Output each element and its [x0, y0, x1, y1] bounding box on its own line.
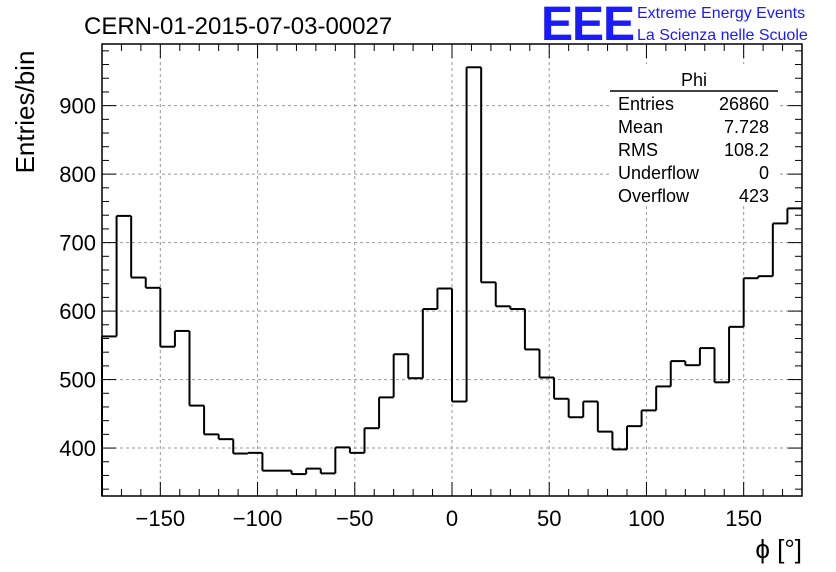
- x-tick-label: −150: [136, 506, 186, 531]
- logo-line-1: Extreme Energy Events: [637, 5, 805, 22]
- logo-line-2: La Scienza nelle Scuole: [637, 27, 808, 44]
- stat-label-rms: RMS: [618, 140, 658, 160]
- stat-label-entries: Entries: [618, 94, 674, 114]
- stat-label-underflow: Underflow: [618, 163, 700, 183]
- y-tick-label: 700: [59, 231, 96, 256]
- histogram: [101, 66, 802, 496]
- stats-box-background: [610, 64, 778, 206]
- logo-mark: EEE: [541, 0, 634, 51]
- x-tick-label: −100: [233, 506, 283, 531]
- chart-title: CERN-01-2015-07-03-00027: [84, 13, 392, 40]
- x-tick-label: −50: [336, 506, 373, 531]
- stat-value-rms: 108.2: [724, 140, 769, 160]
- x-tick-label: 100: [628, 506, 665, 531]
- stat-value-mean: 7.728: [724, 117, 769, 137]
- eee-logo: EEE Extreme Energy Events La Scienza nel…: [541, 0, 808, 51]
- y-tick-label: 400: [59, 436, 96, 461]
- x-tick-label: 0: [446, 506, 458, 531]
- axes: −150 −100 −50 0 50 100 150 400 500 600 700 800 900: [59, 43, 803, 531]
- y-tick-label: 600: [59, 299, 96, 324]
- y-axis-label: Entries/bin: [10, 51, 40, 174]
- stat-value-entries: 26860: [719, 94, 769, 114]
- stats-box: Phi Entries 26860 Mean 7.728 RMS 108.2 U…: [610, 64, 778, 206]
- stats-box-title: Phi: [681, 70, 707, 90]
- y-tick-label: 900: [59, 94, 96, 119]
- plot-frame: [101, 43, 803, 497]
- x-tick-label: 150: [725, 506, 762, 531]
- y-tick-label: 500: [59, 368, 96, 393]
- stat-label-mean: Mean: [618, 117, 663, 137]
- stat-value-overflow: 423: [739, 186, 769, 206]
- x-tick-label: 50: [537, 506, 561, 531]
- y-tick-label: 800: [59, 162, 96, 187]
- stat-label-overflow: Overflow: [618, 186, 690, 206]
- stat-value-underflow: 0: [759, 163, 769, 183]
- x-axis-label: ϕ [°]: [755, 534, 802, 564]
